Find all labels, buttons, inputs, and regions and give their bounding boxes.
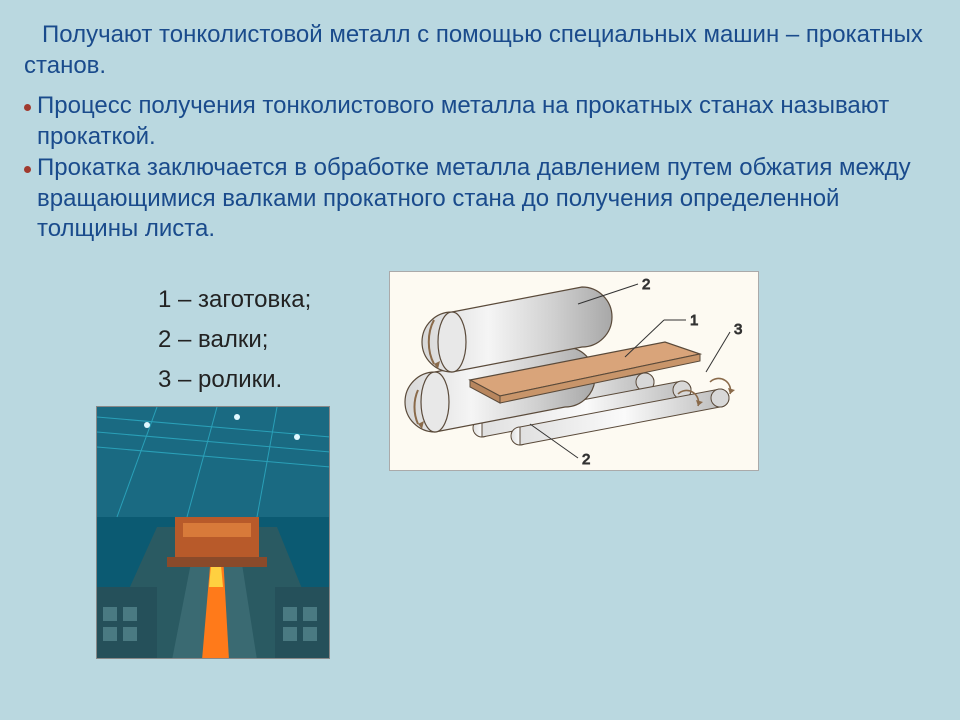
rolling-diagram: 2 1 3 2 [389, 271, 759, 471]
bullet-text: Прокатка заключается в обработке металла… [37, 153, 936, 245]
legend-item: 3 – ролики. [158, 362, 311, 398]
bullet-dot-icon [24, 104, 31, 111]
bullet-list: Процесс получения тонколистового металла… [24, 91, 936, 245]
legend: 1 – заготовка; 2 – валки; 3 – ролики. [158, 282, 311, 402]
bullet-item: Процесс получения тонколистового металла… [24, 91, 936, 152]
diagram-label-1: 1 [690, 312, 698, 329]
legend-item: 1 – заготовка; [158, 282, 311, 318]
diagram-svg: 2 1 3 2 [390, 272, 760, 472]
intro-paragraph: Получают тонколистовой металл с помощью … [24, 20, 936, 81]
diagram-label-3: 3 [734, 321, 742, 338]
rolling-mill-photo [96, 406, 330, 659]
diagram-label-2b: 2 [582, 451, 590, 468]
photo-svg [97, 407, 330, 659]
legend-item: 2 – валки; [158, 322, 311, 358]
bullet-text: Процесс получения тонколистового металла… [37, 91, 936, 152]
diagram-label-2: 2 [642, 276, 650, 293]
bullet-item: Прокатка заключается в обработке металла… [24, 153, 936, 245]
bullet-dot-icon [24, 166, 31, 173]
